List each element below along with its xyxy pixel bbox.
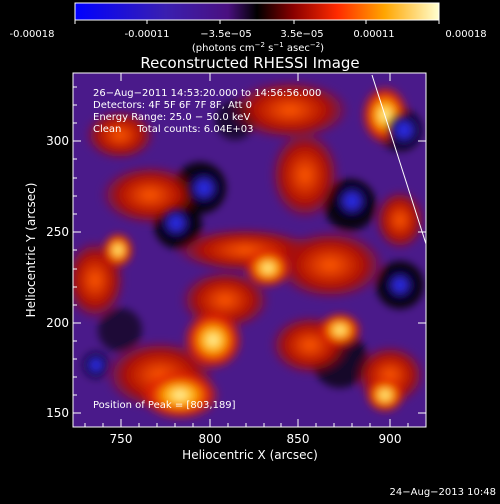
solar-limb-line [371, 74, 426, 245]
y-axis-title: Heliocentric Y (arcsec) [24, 183, 38, 318]
y-tick-label: 200 [46, 316, 69, 330]
info-overlay: 26−Aug−2011 14:53:20.000 to 14:56:56.000… [93, 88, 321, 135]
info-energy: Energy Range: 25.0 − 50.0 keV [93, 112, 250, 123]
x-tick-label: 800 [199, 432, 222, 446]
colorbar-tick-label: 0.00018 [445, 29, 486, 40]
colorbar-units: (photons cm−2 s−1 asec−2) [192, 41, 324, 54]
peak-position-label: Position of Peak = [803,189] [93, 400, 236, 411]
colorbar-gradient [74, 2, 440, 21]
colorbar-tick-label: 3.5e−05 [280, 29, 323, 40]
footer-date: 24−Aug−2013 10:48 [390, 487, 496, 498]
y-tick-label: 150 [46, 406, 69, 420]
x-tick-label: 750 [110, 432, 133, 446]
plot-title: Reconstructed RHESSI Image [140, 54, 359, 72]
y-tick-label: 300 [46, 134, 69, 148]
x-tick-label: 900 [379, 432, 402, 446]
info-time: 26−Aug−2011 14:53:20.000 to 14:56:56.000 [93, 88, 321, 99]
info-clean: Clean Total counts: 6.04E+03 [93, 124, 253, 135]
y-tick-label: 250 [46, 225, 69, 239]
axis-ticks [73, 73, 426, 427]
colorbar: -0.00018 -0.00011 −3.5e−05 3.5e−05 0.000… [10, 2, 487, 54]
rhessi-image [73, 73, 426, 427]
colorbar-tick-label: -0.00018 [10, 29, 55, 40]
colorbar-ticks [74, 20, 440, 24]
colorbar-tick-label: -0.00011 [125, 29, 170, 40]
x-tick-label: 850 [287, 432, 310, 446]
x-axis-title: Heliocentric X (arcsec) [182, 448, 318, 462]
colorbar-tick-label: 0.00011 [353, 29, 394, 40]
info-detectors: Detectors: 4F 5F 6F 7F 8F, Att 0 [93, 100, 252, 111]
colorbar-tick-label: −3.5e−05 [200, 29, 252, 40]
